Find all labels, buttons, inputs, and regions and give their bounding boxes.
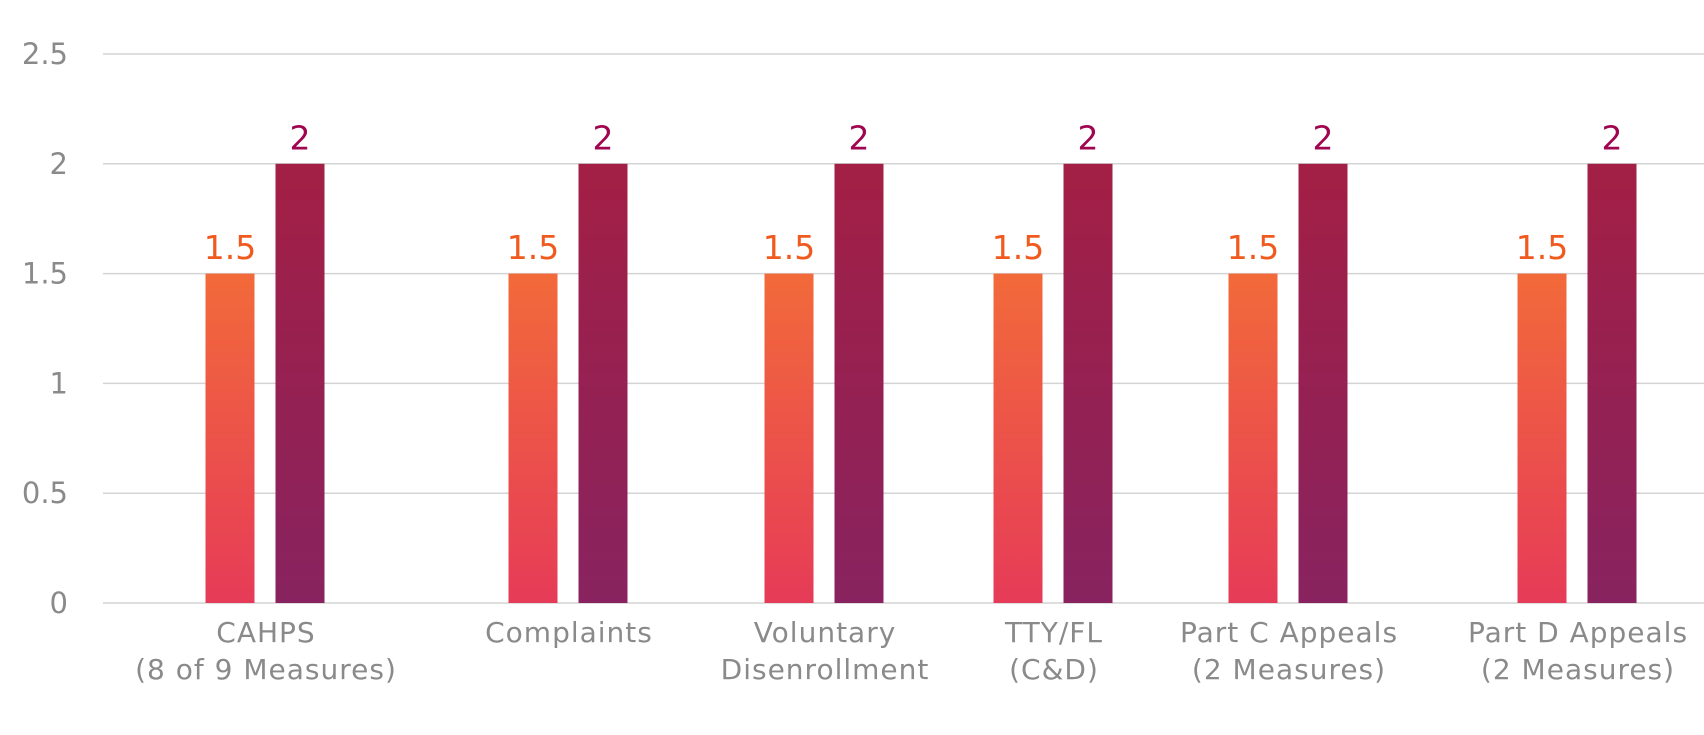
bar (1587, 163, 1637, 604)
value-label: 2 (593, 118, 614, 157)
bar (834, 163, 884, 604)
x-tick-label-line: Part D Appeals (1468, 616, 1688, 649)
value-label: 2 (1602, 118, 1623, 157)
value-label: 1.5 (992, 228, 1044, 267)
value-label: 1.5 (1227, 228, 1279, 267)
value-label: 1.5 (763, 228, 815, 267)
bar (275, 163, 325, 604)
bar (1063, 163, 1113, 604)
bar (993, 273, 1043, 603)
x-tick-label-line: Complaints (485, 616, 653, 649)
x-tick-label-line: (C&D) (1009, 653, 1099, 686)
bar (578, 163, 628, 604)
value-label: 2 (290, 118, 311, 157)
value-label: 2 (1313, 118, 1334, 157)
bar (1298, 163, 1348, 604)
bar (205, 273, 255, 603)
x-tick-label-line: Disenrollment (721, 653, 930, 686)
x-tick-label-line: Voluntary (754, 616, 897, 649)
y-tick-label: 1.5 (22, 257, 68, 291)
x-tick-label: TTY/FL (C&D) (1004, 616, 1103, 686)
x-tick-label: Complaints (485, 616, 653, 649)
y-tick-label: 0 (50, 586, 68, 620)
value-label: 2 (849, 118, 870, 157)
x-tick-label: CAHPS (8 of 9 Measures) (135, 616, 397, 686)
x-tick-label: Part C Appeals (2 Measures) (1180, 616, 1398, 686)
bar (1517, 273, 1567, 603)
value-label: 2 (1078, 118, 1099, 157)
value-label: 1.5 (204, 228, 256, 267)
y-tick-label: 1 (50, 366, 68, 400)
x-tick-label-line: (8 of 9 Measures) (135, 653, 397, 686)
y-tick-label: 2.5 (22, 37, 68, 71)
bar (764, 273, 814, 603)
y-tick-label: 0.5 (22, 476, 68, 510)
x-tick-label-line: TTY/FL (1004, 616, 1103, 649)
x-tick-label-line: Part C Appeals (1180, 616, 1398, 649)
y-tick-label: 2 (50, 147, 68, 181)
x-tick-label-line: (2 Measures) (1481, 653, 1675, 686)
bar (1228, 273, 1278, 603)
x-tick-label-line: CAHPS (216, 616, 315, 649)
value-label: 1.5 (507, 228, 559, 267)
x-tick-label: Part D Appeals (2 Measures) (1468, 616, 1688, 686)
x-tick-label: Voluntary Disenrollment (721, 616, 930, 686)
x-tick-label-line: (2 Measures) (1192, 653, 1386, 686)
value-label: 1.5 (1516, 228, 1568, 267)
bar (508, 273, 558, 603)
